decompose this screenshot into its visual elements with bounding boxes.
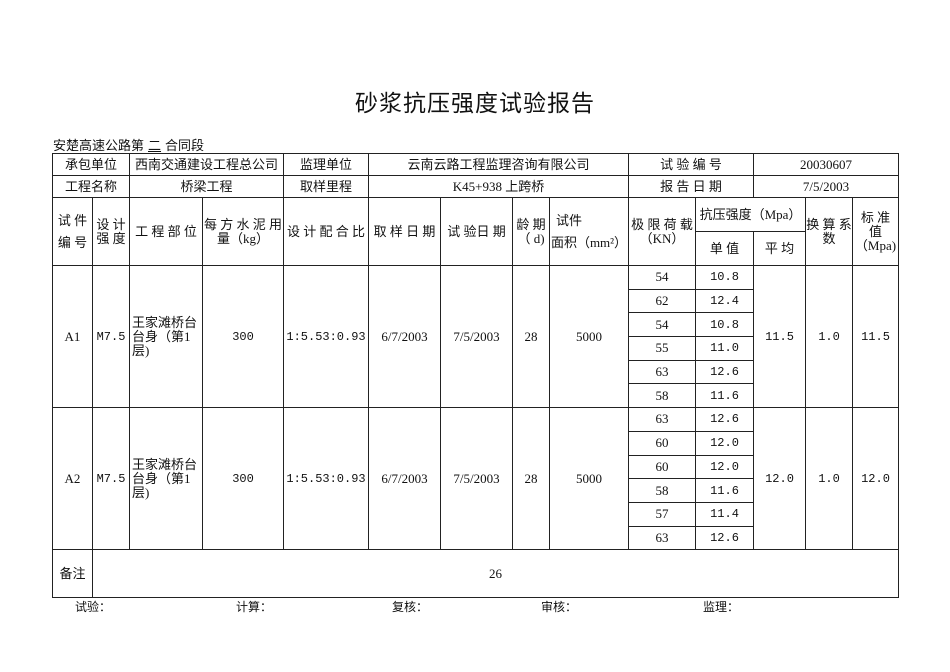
single-strength: 11.0 (695, 336, 754, 361)
single-strength: 12.6 (695, 359, 754, 385)
report-date-label: 报 告 日 期 (628, 175, 754, 198)
header-mix: 设 计 配 合 比 (283, 197, 369, 266)
contractor: 西南交通建设工程总公司 (129, 153, 284, 176)
footer-test: 试验： (75, 600, 112, 614)
avg-strength: 12.0 (753, 407, 806, 551)
single-strength: 12.0 (695, 430, 754, 456)
load: 58 (628, 478, 696, 503)
header-cement: 每 方 水 泥 用 量（kg） (202, 197, 284, 266)
header-avg: 平 均 (753, 231, 806, 266)
test-no-label: 试 验 编 号 (628, 153, 754, 176)
sample-date: 6/7/2003 (368, 264, 441, 409)
load: 58 (628, 383, 696, 409)
report-date: 7/5/2003 (753, 175, 899, 198)
avg-strength: 11.5 (753, 264, 806, 409)
sample-date: 6/7/2003 (368, 407, 441, 551)
single-strength: 12.6 (695, 407, 754, 432)
table-row: 54 10.8 (53, 312, 899, 338)
table-row: 60 12.0 (53, 454, 899, 480)
section-line: 安楚高速公路第二合同段 (53, 138, 205, 153)
test-no: 20030607 (753, 153, 899, 176)
age: 28 (512, 407, 550, 551)
header-std: 标 准 值（Mpa) (852, 197, 899, 266)
header-load: 极 限 荷 载（KN） (628, 197, 696, 266)
specimen-id: A2 (52, 407, 93, 551)
std-value: 12.0 (852, 407, 899, 551)
single-strength: 10.8 (695, 265, 754, 290)
part: 王家滩桥台台身（第1层) (129, 264, 203, 409)
project: 桥梁工程 (129, 175, 284, 198)
table-row: 60 12.0 (53, 430, 899, 456)
mix-ratio: 1:5.53:0.93 (283, 264, 369, 409)
design-grade: M7.5 (92, 264, 130, 409)
single-strength: 12.4 (695, 288, 754, 314)
header-factor: 换 算 系 数 (805, 197, 853, 266)
header-area: 试件 面积（mm²） (549, 197, 629, 266)
supervisor-label: 监理单位 (283, 153, 369, 176)
footer-audit: 审核： (541, 600, 578, 614)
table-row: 55 11.0 (53, 336, 899, 361)
single-strength: 10.8 (695, 312, 754, 338)
factor: 1.0 (805, 264, 853, 409)
load: 63 (628, 407, 696, 432)
load: 54 (628, 265, 696, 290)
header-sample-date: 取 样 日 期 (368, 197, 441, 266)
single-strength: 11.4 (695, 501, 754, 527)
table-row: 58 11.6 (53, 478, 899, 503)
load: 55 (628, 336, 696, 361)
header-test-date: 试 验日 期 (440, 197, 513, 266)
single-strength: 12.0 (695, 454, 754, 480)
design-grade: M7.5 (92, 407, 130, 551)
part: 王家滩桥台台身（第1层) (129, 407, 203, 551)
header-strength: 抗压强度（Mpa） (695, 197, 806, 232)
area: 5000 (549, 264, 629, 409)
load: 60 (628, 430, 696, 456)
age: 28 (512, 264, 550, 409)
area: 5000 (549, 407, 629, 551)
remarks: 26 (92, 549, 899, 599)
mileage: K45+938 上跨桥 (368, 175, 629, 198)
table-row: 63 12.6 (53, 359, 899, 385)
test-date: 7/5/2003 (440, 407, 513, 551)
page-title: 砂浆抗压强度试验报告 (355, 91, 595, 116)
header-part: 工 程 部 位 (129, 197, 203, 266)
cement: 300 (202, 264, 284, 409)
table-row: 57 11.4 (53, 501, 899, 527)
single-strength: 11.6 (695, 478, 754, 503)
mileage-label: 取样里程 (283, 175, 369, 198)
footer-supervise: 监理： (703, 600, 740, 614)
supervisor: 云南云路工程监理咨询有限公司 (368, 153, 629, 176)
single-strength: 11.6 (695, 383, 754, 409)
mix-ratio: 1:5.53:0.93 (283, 407, 369, 551)
report-table: 承包单位 西南交通建设工程总公司 监理单位 云南云路工程监理咨询有限公司 试 验… (52, 153, 899, 599)
std-value: 11.5 (852, 264, 899, 409)
factor: 1.0 (805, 407, 853, 551)
load: 60 (628, 454, 696, 480)
load: 63 (628, 525, 696, 551)
table-row: A1 M7.5 王家滩桥台台身（第1层) 300 1:5.53:0.93 6/7/2003… (52, 264, 899, 409)
header-age: 龄 期（ d) (512, 197, 550, 266)
header-single: 单 值 (695, 231, 754, 266)
project-label: 工程名称 (52, 175, 130, 198)
load: 57 (628, 501, 696, 527)
test-date: 7/5/2003 (440, 264, 513, 409)
load: 63 (628, 359, 696, 385)
cement: 300 (202, 407, 284, 551)
single-strength: 12.6 (695, 525, 754, 551)
remarks-label: 备注 (52, 549, 93, 599)
load: 62 (628, 288, 696, 314)
footer-calc: 计算： (236, 600, 273, 614)
contractor-label: 承包单位 (52, 153, 130, 176)
table-row: A2 M7.5 王家滩桥台台身（第1层) 300 1:5.53:0.93 6/7/2003… (52, 407, 899, 551)
header-specimen-no: 试 件 编 号 (52, 197, 93, 266)
specimen-id: A1 (52, 264, 93, 409)
footer-review: 复核： (392, 600, 429, 614)
table-row: 62 12.4 (53, 288, 899, 314)
load: 54 (628, 312, 696, 338)
header-design-strength: 设 计 强 度 (92, 197, 130, 266)
table-row: 58 11.6 (53, 383, 899, 409)
